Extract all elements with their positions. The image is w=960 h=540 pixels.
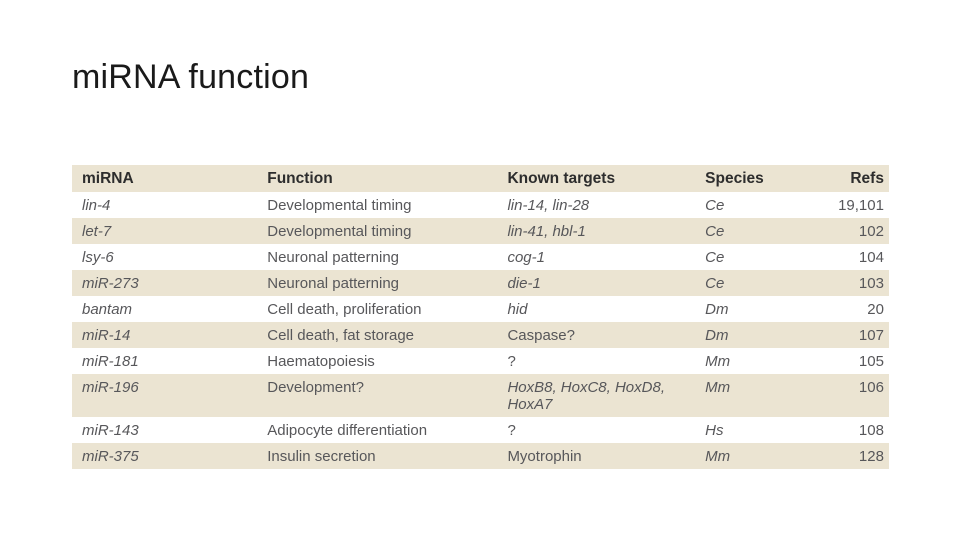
cell-refs: 20: [867, 301, 884, 318]
header-refs: Refs: [850, 170, 884, 187]
cell-function: Cell death, fat storage: [267, 327, 415, 344]
table-row: miR-143 Adipocyte differentiation? Hs 108: [72, 417, 889, 443]
cell-known-targets: Caspase?: [507, 327, 575, 344]
cell-known-targets: ?: [507, 353, 516, 370]
table-row: miR-181 Haematopoiesis? Mm 105: [72, 348, 889, 374]
cell-known-targets: Myotrophin: [507, 448, 582, 465]
table-row: bantam Cell death, proliferation hid Dm 20: [72, 296, 889, 322]
cell-mirna: miR-14: [82, 327, 131, 344]
header-function: Function: [267, 170, 333, 187]
slide-title: miRNA function: [72, 58, 310, 96]
cell-mirna: miR-181: [82, 353, 139, 370]
cell-species: Mm: [705, 379, 731, 396]
cell-refs: 108: [858, 422, 884, 439]
cell-species: Ce: [705, 249, 725, 266]
cell-function: Neuronal patterning: [267, 275, 400, 292]
cell-mirna: lsy-6: [82, 249, 114, 266]
cell-mirna: let-7: [82, 223, 112, 240]
cell-species: Mm: [705, 448, 731, 465]
cell-refs: 105: [858, 353, 884, 370]
cell-mirna: bantam: [82, 301, 133, 318]
cell-mirna: miR-196: [82, 379, 139, 396]
cell-function: Developmental timing: [267, 197, 412, 214]
header-known-targets: Known targets: [507, 170, 616, 187]
cell-known-targets: die-1: [507, 275, 541, 292]
cell-known-targets: lin-14, lin-28: [507, 197, 590, 214]
mirna-table: miRNA Function Known targets Species Refs li…: [72, 165, 889, 469]
cell-mirna: lin-4: [82, 197, 111, 214]
table-row: miR-14 Cell death, fat storage Caspase? Dm 1…: [72, 322, 889, 348]
table-row: miR-196 Development? HoxB8, HoxC8, HoxD8, …: [72, 374, 889, 417]
cell-refs: 103: [858, 275, 884, 292]
table-row: miR-273 Neuronal patterning die-1 Ce 103: [72, 270, 889, 296]
header-mirna: miRNA: [82, 170, 134, 187]
cell-species: Hs: [705, 422, 724, 439]
cell-mirna: miR-273: [82, 275, 139, 292]
cell-refs: 102: [858, 223, 884, 240]
cell-function: Haematopoiesis: [267, 353, 375, 370]
table-body: lin-4 Developmental timing lin-14, lin-28 C…: [72, 192, 889, 469]
cell-species: Dm: [705, 301, 729, 318]
cell-refs: 106: [858, 379, 884, 396]
cell-species: Ce: [705, 223, 725, 240]
cell-known-targets: lin-41, hbl-1: [507, 223, 586, 240]
cell-function: Insulin secretion: [267, 448, 376, 465]
cell-known-targets: HoxB8, HoxC8, HoxD8, HoxA7: [507, 379, 665, 413]
table-row: let-7 Developmental timing lin-41, hbl-1 Ce…: [72, 218, 889, 244]
cell-function: Neuronal patterning: [267, 249, 400, 266]
cell-function: Adipocyte differentiation: [267, 422, 428, 439]
cell-species: Ce: [705, 197, 725, 214]
cell-species: Ce: [705, 275, 725, 292]
cell-refs: 19,101: [838, 197, 884, 214]
header-species: Species: [705, 170, 764, 187]
cell-known-targets: ?: [507, 422, 516, 439]
cell-species: Dm: [705, 327, 729, 344]
cell-function: Developmental timing: [267, 223, 412, 240]
cell-refs: 107: [858, 327, 884, 344]
cell-known-targets: hid: [507, 301, 528, 318]
cell-mirna: miR-143: [82, 422, 139, 439]
table-header-row: miRNA Function Known targets Species Refs: [72, 165, 889, 192]
table-row: lsy-6 Neuronal patterning cog-1 Ce 104: [72, 244, 889, 270]
cell-refs: 128: [858, 448, 884, 465]
cell-refs: 104: [858, 249, 884, 266]
table-row: miR-375 Insulin secretion Myotrophin Mm 128: [72, 443, 889, 469]
cell-known-targets: cog-1: [507, 249, 545, 266]
cell-mirna: miR-375: [82, 448, 139, 465]
cell-function: Cell death, proliferation: [267, 301, 422, 318]
cell-function: Development?: [267, 379, 364, 396]
cell-species: Mm: [705, 353, 731, 370]
table-row: lin-4 Developmental timing lin-14, lin-28 C…: [72, 192, 889, 218]
